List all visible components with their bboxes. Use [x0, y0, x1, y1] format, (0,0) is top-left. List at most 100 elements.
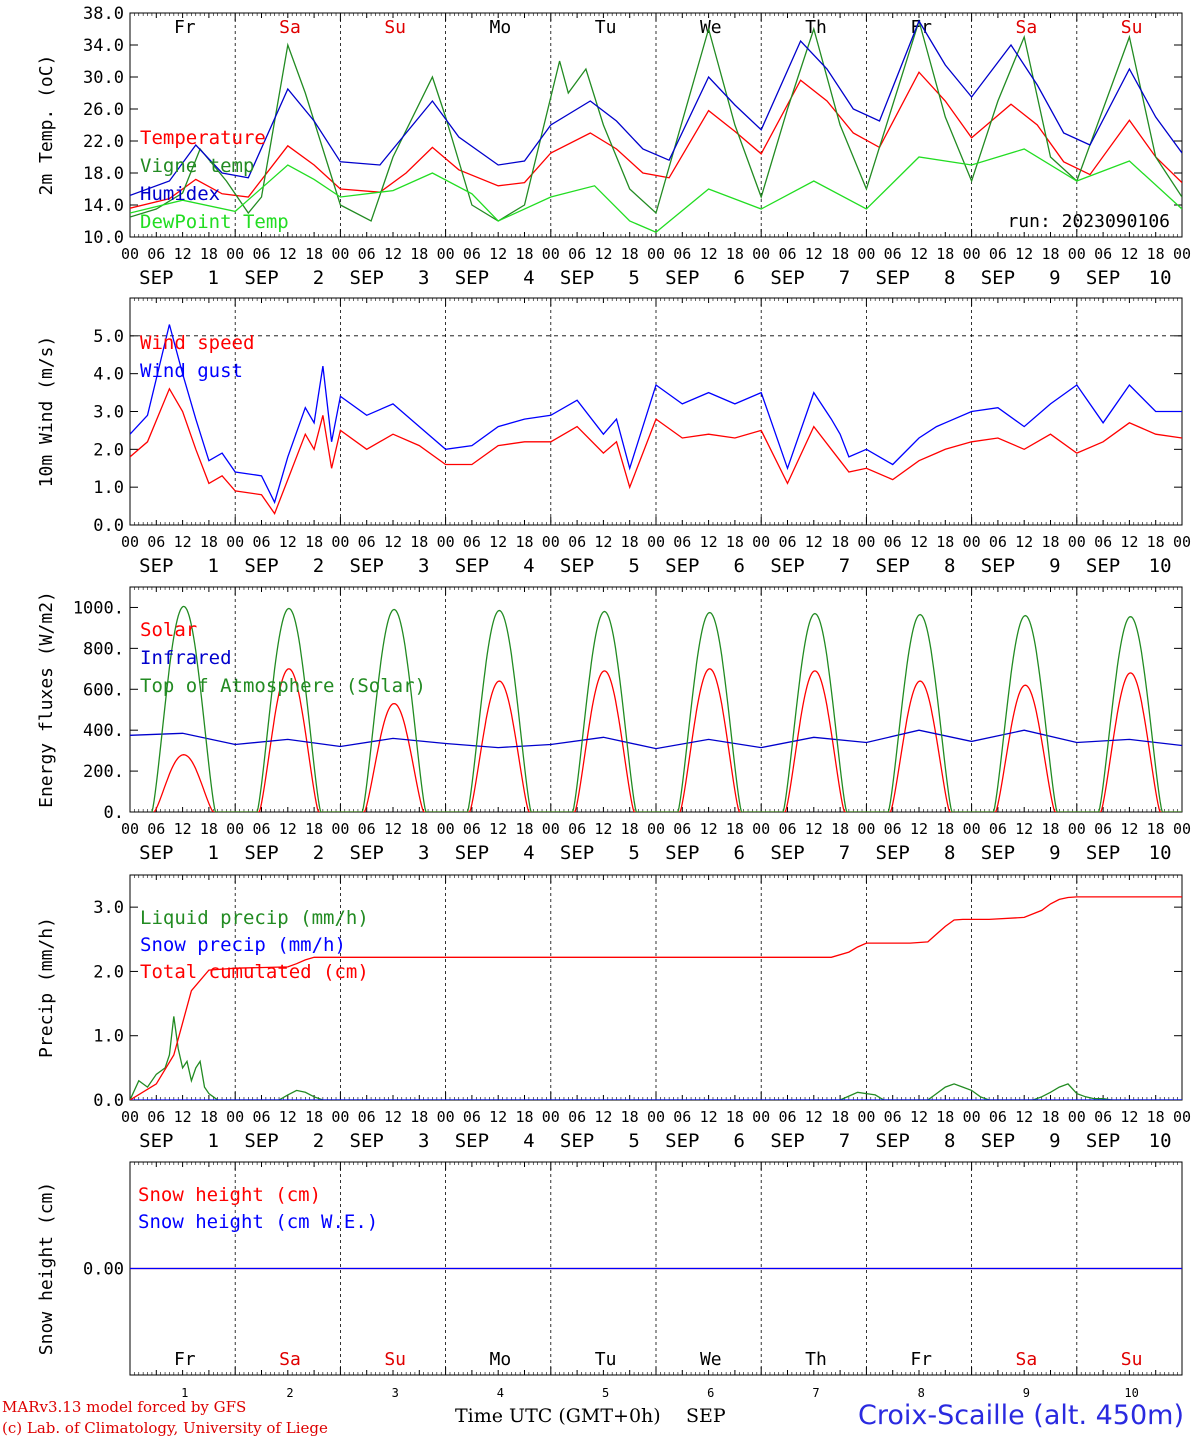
x-day-number: 5	[628, 1130, 639, 1152]
lab-credit: (c) Lab. of Climatology, University of L…	[2, 1419, 328, 1437]
legend-entry: Wind gust	[140, 360, 243, 382]
x-hour-label: 00	[963, 820, 981, 838]
y-tick-label: 5.0	[93, 327, 124, 347]
x-hour-label: 00	[121, 245, 139, 263]
x-month-label: SEP	[244, 267, 278, 289]
x-hour-label: 00	[331, 1108, 349, 1126]
x-hour-label: 18	[515, 245, 533, 263]
x-hour-label: 00	[857, 533, 875, 551]
x-month-label: SEP	[244, 842, 278, 864]
x-hour-label: 00	[752, 1108, 770, 1126]
x-hour-label: 18	[831, 820, 849, 838]
x-month-label: SEP	[560, 1130, 594, 1152]
x-hour-label: 18	[621, 1108, 639, 1126]
y-tick-label: 30.0	[83, 68, 124, 88]
x-hour-label: 18	[1041, 533, 1059, 551]
x-day-number: 1	[208, 555, 219, 577]
x-hour-label: 12	[1120, 533, 1138, 551]
month-axis-label: SEP	[686, 1405, 726, 1427]
day-name: Fr	[174, 1349, 196, 1370]
x-hour-label: 18	[831, 533, 849, 551]
x-hour-label: 06	[463, 245, 481, 263]
x-day-number: 1	[208, 1130, 219, 1152]
x-hour-label: 06	[1094, 533, 1112, 551]
x-hour-label: 06	[568, 820, 586, 838]
x-day-number: 5	[628, 842, 639, 864]
x-hour-label: 06	[1094, 245, 1112, 263]
x-hour-label: 00	[752, 820, 770, 838]
x-hour-label: 18	[936, 245, 954, 263]
x-hour-label: 18	[200, 533, 218, 551]
legend-entry: Humidex	[140, 183, 220, 205]
x-day-number: 7	[839, 842, 850, 864]
y-tick-label: 22.0	[83, 132, 124, 152]
x-day-number: 8	[944, 1130, 955, 1152]
series-line	[130, 19, 1182, 197]
day-name: Tu	[595, 17, 617, 38]
x-day-number: 7	[839, 267, 850, 289]
y-tick-label: 2.0	[93, 440, 124, 460]
x-month-label: SEP	[770, 842, 804, 864]
x-hour-label: 06	[673, 245, 691, 263]
series-line	[153, 668, 1182, 812]
x-hour-label: 18	[1147, 1108, 1165, 1126]
day-number: 10	[1124, 1386, 1138, 1400]
x-hour-label: 12	[174, 245, 192, 263]
x-month-label: SEP	[876, 267, 910, 289]
day-name: We	[700, 17, 722, 38]
series-line	[130, 324, 1182, 505]
day-number: 3	[392, 1386, 399, 1400]
x-day-number: 6	[734, 555, 745, 577]
day-number: 6	[707, 1386, 714, 1400]
x-day-number: 7	[839, 1130, 850, 1152]
x-day-number: 6	[734, 842, 745, 864]
series-line	[130, 896, 1182, 1100]
x-month-label: SEP	[770, 555, 804, 577]
x-day-number: 3	[418, 555, 429, 577]
x-hour-label: 12	[279, 533, 297, 551]
x-hour-label: 06	[463, 533, 481, 551]
x-hour-label: 12	[279, 1108, 297, 1126]
day-number: 5	[602, 1386, 609, 1400]
x-day-number: 9	[1049, 267, 1060, 289]
legend-entry: Solar	[140, 619, 197, 641]
x-month-label: SEP	[1086, 555, 1120, 577]
x-hour-label: 12	[700, 245, 718, 263]
x-hour-label: 12	[174, 820, 192, 838]
series-line	[130, 18, 1182, 222]
x-hour-label: 18	[1041, 1108, 1059, 1126]
day-name: Mo	[490, 1349, 512, 1370]
x-day-number: 7	[839, 555, 850, 577]
x-hour-label: 12	[489, 533, 507, 551]
x-hour-label: 18	[936, 533, 954, 551]
x-month-label: SEP	[665, 842, 699, 864]
x-month-label: SEP	[350, 1130, 384, 1152]
x-hour-label: 18	[305, 533, 323, 551]
day-name: Th	[805, 17, 827, 38]
x-hour-label: 12	[174, 533, 192, 551]
x-hour-label: 00	[437, 820, 455, 838]
legend-entry: Snow height (cm W.E.)	[138, 1211, 378, 1233]
series-line	[130, 148, 1182, 233]
station-name: Croix-Scaille (alt. 450m)	[857, 1400, 1184, 1431]
y-tick-label: 4.0	[93, 365, 124, 385]
x-month-label: SEP	[876, 842, 910, 864]
x-hour-label: 06	[568, 533, 586, 551]
x-month-label: SEP	[770, 267, 804, 289]
x-day-number: 5	[628, 267, 639, 289]
x-hour-label: 12	[594, 245, 612, 263]
series-line	[130, 387, 1182, 515]
x-day-number: 10	[1149, 1130, 1172, 1152]
x-hour-label: 18	[1147, 245, 1165, 263]
day-number: 7	[812, 1386, 819, 1400]
y-axis-label: 10m Wind (m/s)	[36, 336, 57, 488]
day-name: Th	[805, 1349, 827, 1370]
series-line	[130, 71, 1182, 209]
x-hour-label: 00	[857, 245, 875, 263]
day-number: 9	[1023, 1386, 1030, 1400]
x-hour-label: 00	[1173, 820, 1191, 838]
x-month-label: SEP	[455, 842, 489, 864]
day-number: 4	[497, 1386, 504, 1400]
x-hour-label: 00	[647, 245, 665, 263]
x-hour-label: 06	[673, 820, 691, 838]
